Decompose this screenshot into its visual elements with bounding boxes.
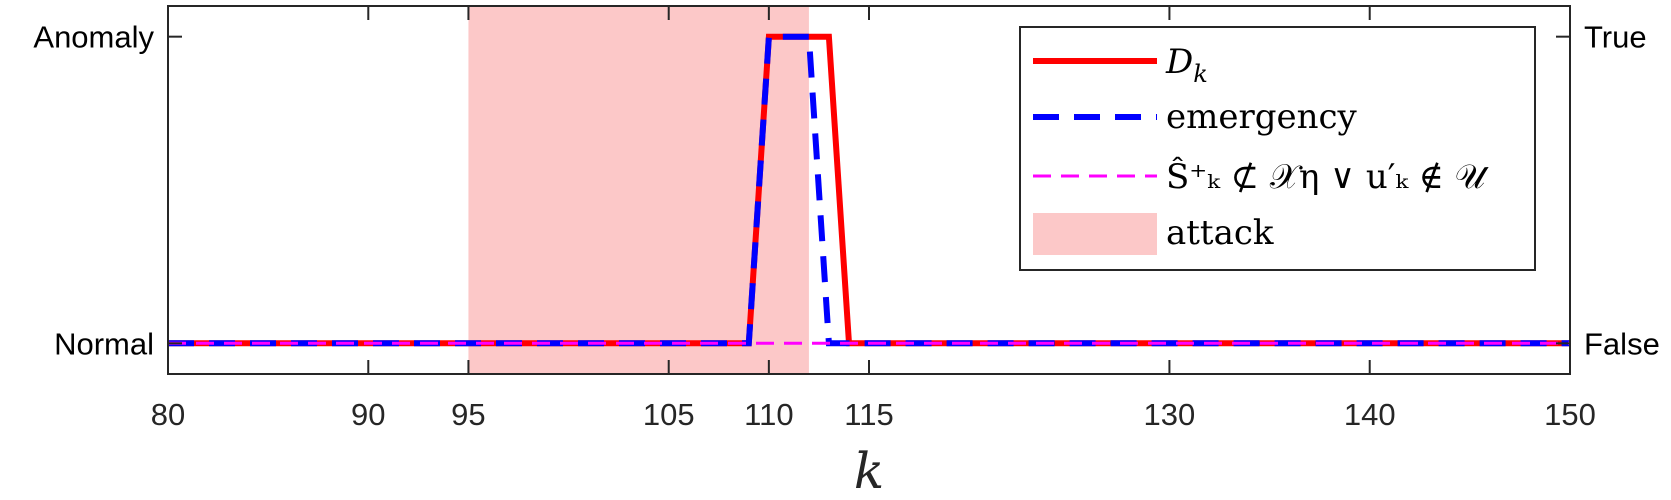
x-tick-label-80: 80 <box>151 397 185 432</box>
x-tick-label-105: 105 <box>643 397 695 432</box>
legend-label-attack: attack <box>1166 213 1274 253</box>
x-tick-label-110: 110 <box>744 397 793 432</box>
y-tick-layer: Normal Anomaly False True <box>33 20 1659 362</box>
y-tick-label-right-false: False <box>1584 326 1660 361</box>
x-tick-label-140: 140 <box>1344 397 1396 432</box>
series-layer <box>168 33 1570 347</box>
x-tick-label-95: 95 <box>451 397 485 432</box>
legend-label-dk: Dk <box>1165 42 1208 88</box>
x-tick-label-130: 130 <box>1144 397 1196 432</box>
x-tick-label-150: 150 <box>1544 397 1596 432</box>
legend-label-dk-sub: k <box>1193 60 1208 88</box>
y-tick-label-left-normal: Normal <box>54 326 154 361</box>
legend-swatch-attack <box>1033 213 1157 255</box>
x-tick-label-90: 90 <box>351 397 385 432</box>
y-tick-label-left-anomaly: Anomaly <box>33 20 154 55</box>
legend: Dk emergency Ŝ⁺ₖ ⊄ 𝒳η ∨ u′ₖ ∉ 𝒰 attack <box>1019 26 1536 271</box>
tick-layer: 80 90 95 105 110 115 130 140 150 <box>151 6 1596 432</box>
x-tick-label-115: 115 <box>844 397 893 432</box>
legend-label-condition: Ŝ⁺ₖ ⊄ 𝒳η ∨ u′ₖ ∉ 𝒰 <box>1166 156 1490 197</box>
legend-label-emergency: emergency <box>1166 97 1358 137</box>
y-tick-label-right-true: True <box>1584 20 1647 55</box>
legend-label-dk-main: D <box>1165 42 1193 82</box>
x-axis-label: k <box>854 442 884 500</box>
